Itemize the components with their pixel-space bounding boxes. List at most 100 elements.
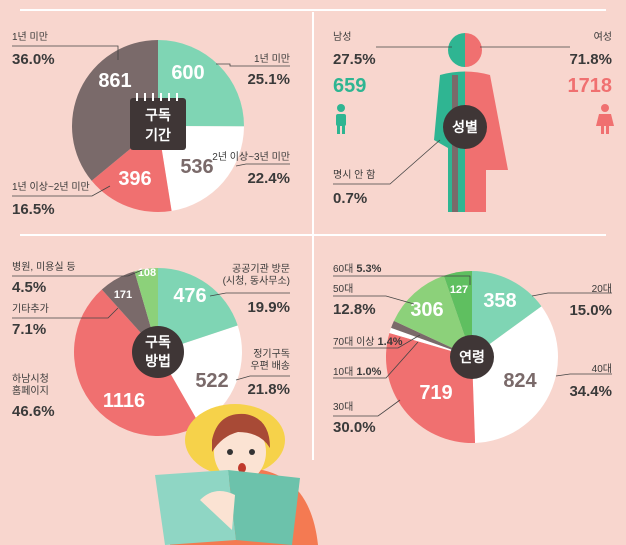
- center-badge: [132, 326, 184, 378]
- leader-line: [235, 375, 290, 381]
- label-line2: 우편 배송: [250, 360, 290, 372]
- pie-slice: [472, 271, 542, 357]
- male-percent: 27.5%: [333, 51, 376, 68]
- slice-label: 10대 1.0%: [333, 366, 382, 378]
- slice-percent: 30.0%: [333, 419, 376, 436]
- slice-label: 30대: [333, 401, 353, 413]
- female-count: 1718: [568, 75, 613, 97]
- slice-label: 40대: [592, 363, 612, 375]
- label-text: 70대 이상: [333, 336, 375, 348]
- slice-percent: 36.0%: [12, 51, 55, 68]
- leader-line: [333, 275, 471, 285]
- leader-line: [12, 45, 119, 60]
- label-line2: (시청, 동사무소): [223, 275, 290, 287]
- slice-label: 병원, 미용실 등: [12, 261, 76, 273]
- label-percent: 1.0%: [356, 366, 381, 378]
- center-label-line1: 구독: [145, 334, 171, 350]
- unspecified-label: 명시 안 함: [333, 169, 375, 181]
- slice-value: 861: [98, 70, 131, 92]
- slice-percent: 46.6%: [12, 403, 55, 420]
- center-label-line2: 기간: [145, 127, 171, 143]
- eye: [249, 449, 255, 455]
- center-badge: [450, 335, 494, 379]
- leader-line: [555, 373, 612, 377]
- leader-line: [333, 399, 401, 417]
- slice-label: 1년 이상~2년 미만: [12, 181, 90, 193]
- leader-line: [216, 63, 290, 67]
- slice-value: 719: [419, 382, 452, 404]
- label-line1: 하남시청: [12, 372, 49, 385]
- pie-slice: [472, 306, 558, 443]
- slice-value: 306: [410, 299, 443, 321]
- leader-line: [235, 163, 290, 167]
- face: [214, 422, 266, 482]
- leader-line: [209, 292, 290, 297]
- slice-label: 2년 이상~3년 미만: [212, 151, 290, 163]
- pie-slice: [443, 271, 472, 357]
- slice-label: 20대: [592, 283, 612, 295]
- slice-label: 하남시청 홈페이지: [12, 372, 49, 397]
- male-count: 659: [333, 75, 366, 97]
- slice-label: 기타추가: [12, 303, 49, 315]
- slice-label: 70대 이상 1.4%: [333, 336, 403, 348]
- center-label: 연령: [459, 349, 485, 365]
- slice-percent: 12.8%: [333, 301, 376, 318]
- slice-percent: 16.5%: [12, 201, 55, 218]
- slice-value: 1116: [103, 390, 145, 412]
- pie-slice: [158, 268, 238, 352]
- slice-percent: 22.4%: [247, 170, 290, 187]
- slice-label: 60대 5.3%: [333, 263, 382, 275]
- label-percent: 1.4%: [378, 336, 403, 348]
- hand: [200, 491, 235, 530]
- label-line2: 홈페이지: [12, 384, 49, 397]
- label-line1: 정기구독: [253, 348, 290, 360]
- female-person-icon: [596, 104, 614, 134]
- slice-value: 476: [173, 285, 206, 307]
- slice-value: 522: [195, 370, 228, 392]
- hair: [212, 413, 270, 452]
- gender-chart: 성별 남성 27.5% 659 여성 71.8% 1718 명시 안 함 0.7…: [333, 31, 614, 212]
- slice-percent: 15.0%: [569, 302, 612, 319]
- slice-value: 171: [114, 289, 132, 301]
- slice-label: 50대: [333, 283, 353, 295]
- center-label: 성별: [452, 119, 478, 135]
- slice-value: 824: [503, 370, 537, 392]
- slice-value: 536: [180, 156, 213, 178]
- leader-line: [333, 334, 421, 349]
- male-label: 남성: [333, 31, 351, 43]
- label-text: 10대: [333, 366, 353, 378]
- slice-label: 1년 미만: [12, 31, 48, 43]
- slice-label: 1년 미만: [254, 53, 290, 65]
- calendar-icon: [130, 93, 186, 150]
- subscription-period-chart: 구독 기간 600 536 396 861 1년 미만 25.1% 2년 이상~…: [12, 31, 290, 218]
- male-person-icon: [336, 104, 346, 134]
- pie-slice: [393, 275, 472, 357]
- slice-value: 108: [138, 267, 156, 279]
- book-left: [155, 470, 236, 545]
- leader-line: [333, 139, 441, 185]
- female-percent: 71.8%: [569, 51, 612, 68]
- eye: [227, 449, 233, 455]
- unspecified-percent: 0.7%: [333, 190, 367, 207]
- female-silhouette: [465, 33, 508, 212]
- slice-percent: 4.5%: [12, 279, 46, 296]
- pie-slice: [72, 40, 158, 181]
- center-badge: [443, 105, 487, 149]
- slice-percent: 19.9%: [247, 299, 290, 316]
- leader-line: [531, 292, 612, 297]
- mouth: [238, 463, 246, 473]
- slice-percent: 21.8%: [247, 381, 290, 398]
- female-label: 여성: [594, 31, 612, 43]
- leader-line: [12, 307, 119, 319]
- age-chart: 연령 358 824 719 306 127 60대 5.3% 50대 12.8%…: [333, 263, 612, 443]
- subscription-method-chart: 구독 방법 476 522 1116 171 108 공공기관 방문 (시청, 동…: [12, 261, 290, 436]
- slice-value: 358: [483, 290, 516, 312]
- label-percent: 5.3%: [356, 263, 381, 275]
- pie-slice: [391, 320, 472, 357]
- label-text: 60대: [333, 263, 353, 275]
- slice-value: 127: [450, 284, 468, 296]
- slice-percent: 34.4%: [569, 383, 612, 400]
- slice-label: 공공기관 방문 (시청, 동사무소): [223, 263, 290, 287]
- slice-percent: 7.1%: [12, 321, 46, 338]
